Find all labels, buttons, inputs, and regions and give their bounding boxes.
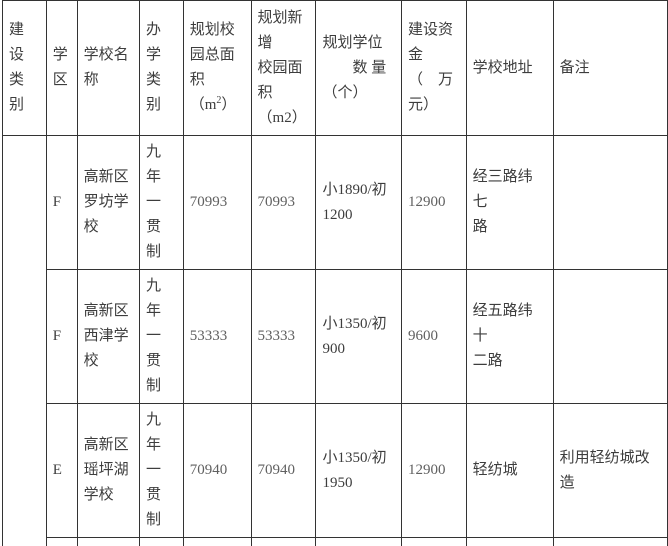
cell-district <box>45 537 78 546</box>
table-header-row: 建 设 类 别 学 区 学校名 称 办 学 类 别 规划校 园总面 积 （m2）… <box>2 0 668 136</box>
cell-school-address: 轻纺城 <box>465 403 554 538</box>
cell-school-type <box>138 537 184 546</box>
table-row: F 高新区 罗坊学 校 九 年 一 贯 制 70993 70993 小1890/… <box>2 135 668 546</box>
cell-remarks <box>552 537 668 546</box>
header-cell-school-name: 学校名 称 <box>76 0 140 136</box>
cell-district: F <box>45 269 78 404</box>
cell-construction-funds: 12900 <box>400 135 467 270</box>
cell-school-type: 九 年 一 贯 制 <box>138 403 184 538</box>
cell-school-address: 经五路纬十 二路 <box>465 269 554 404</box>
cell-construction-funds <box>400 537 467 546</box>
cell-construction-funds: 12900 <box>400 403 467 538</box>
cell-school-address <box>465 537 554 546</box>
header-cell-category: 建 设 类 别 <box>2 0 47 136</box>
header-cell-planned-seats: 规划学位 数 量 （个） <box>315 0 402 136</box>
cell-planned-seats <box>315 537 402 546</box>
cell-remarks <box>552 269 668 404</box>
cell-planned-total-area: 70993 <box>182 135 252 270</box>
cell-district: E <box>45 403 78 538</box>
cell-construction-funds: 9600 <box>400 269 467 404</box>
cell-planned-seats: 小1350/初 900 <box>315 269 402 404</box>
table-row-partial <box>3 537 668 546</box>
planned-total-area-close: ） <box>221 97 237 113</box>
cell-planned-total-area: 53333 <box>182 269 252 404</box>
header-cell-school-address: 学校地址 <box>465 0 554 136</box>
header-cell-planned-new-area: 规划新 增 校园面 积 （m2） <box>250 0 317 136</box>
cell-school-name: 高新区 西津学 校 <box>76 269 140 404</box>
cell-district: F <box>45 135 78 270</box>
header-cell-district: 学 区 <box>45 0 78 136</box>
planned-total-area-text: 规划校 园总面 积 （m <box>189 22 235 113</box>
cell-planned-seats: 小1890/初 1200 <box>315 135 402 270</box>
square-meter-superscript: 2 <box>216 95 222 106</box>
cell-planned-total-area <box>182 537 252 546</box>
cell-school-address: 经三路纬七 路 <box>465 135 554 270</box>
table-row: F 高新区 西津学 校 九 年 一 贯 制 53333 53333 小1350/… <box>3 269 668 404</box>
cell-remarks: 利用轻纺城改 造 <box>552 403 668 538</box>
cell-planned-new-area: 70993 <box>250 135 317 270</box>
cell-planned-new-area: 70940 <box>250 403 317 538</box>
cell-school-name: 高新区 瑶坪湖 学校 <box>76 403 140 538</box>
header-cell-construction-funds: 建设资 金 （ 万 元） <box>400 0 467 136</box>
cell-remarks <box>552 135 668 270</box>
cell-planned-total-area: 70940 <box>182 403 252 538</box>
header-cell-planned-total-area: 规划校 园总面 积 （m2） <box>182 0 252 136</box>
table-row: E 高新区 瑶坪湖 学校 九 年 一 贯 制 70940 70940 小1350… <box>3 403 668 538</box>
cell-planned-seats: 小1350/初 1950 <box>315 403 402 538</box>
cell-planned-new-area: 53333 <box>250 269 317 404</box>
header-cell-remarks: 备注 <box>552 0 668 136</box>
cell-school-name <box>76 537 140 546</box>
header-cell-school-type: 办 学 类 别 <box>138 0 184 136</box>
cell-planned-new-area <box>250 537 317 546</box>
cell-school-type: 九 年 一 贯 制 <box>138 269 184 404</box>
cell-category-merged <box>2 135 47 546</box>
cell-school-type: 九 年 一 贯 制 <box>138 135 184 270</box>
cell-school-name: 高新区 罗坊学 校 <box>76 135 140 270</box>
